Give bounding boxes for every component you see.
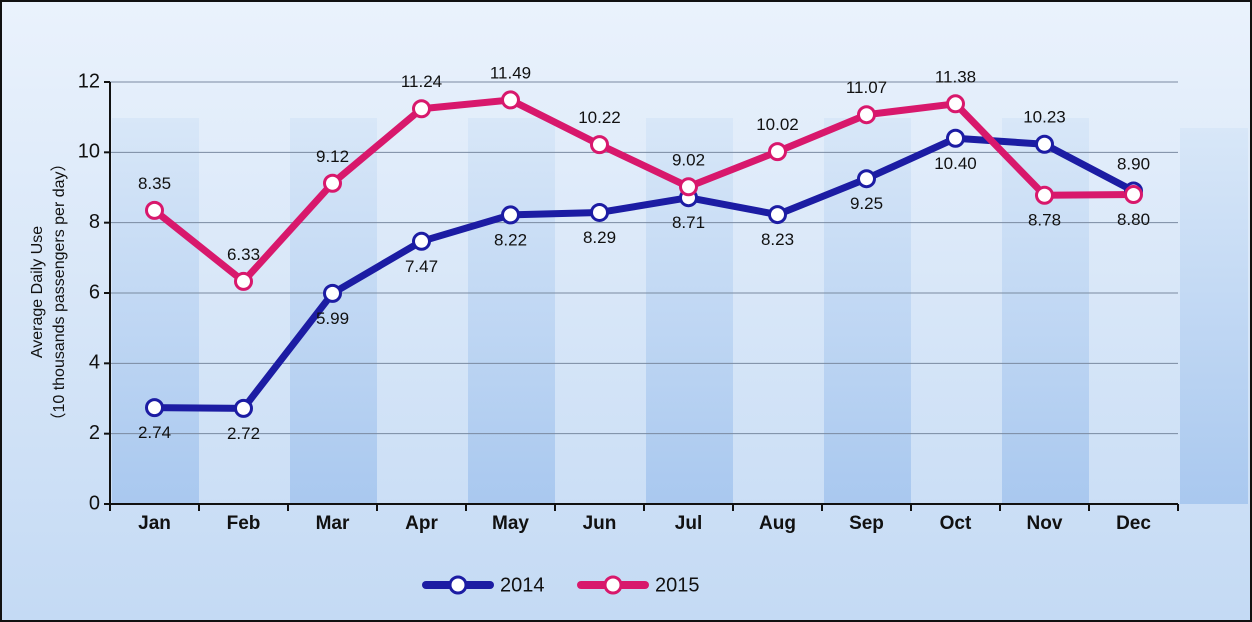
point bbox=[1035, 185, 1054, 205]
point bbox=[145, 200, 164, 220]
data-label: 8.90 bbox=[1117, 155, 1150, 174]
data-label: 10.02 bbox=[756, 115, 799, 134]
point bbox=[412, 231, 431, 251]
point bbox=[323, 283, 342, 303]
legend-label: 2014 bbox=[500, 574, 545, 596]
legend-marker bbox=[603, 575, 623, 595]
point bbox=[768, 142, 787, 162]
point bbox=[501, 205, 520, 225]
data-label: 11.07 bbox=[846, 78, 887, 97]
x-tick-label: Feb bbox=[227, 513, 261, 534]
x-tick-label: Aug bbox=[759, 513, 796, 534]
point bbox=[1035, 134, 1054, 154]
point bbox=[590, 202, 609, 222]
point bbox=[857, 169, 876, 189]
x-tick-label: Dec bbox=[1116, 513, 1151, 534]
data-label: 8.23 bbox=[761, 230, 794, 249]
point bbox=[857, 105, 876, 125]
x-tick-label: Jun bbox=[583, 513, 617, 534]
x-tick-label: Sep bbox=[849, 513, 884, 534]
point bbox=[1124, 185, 1143, 205]
point bbox=[234, 271, 253, 291]
point bbox=[946, 128, 965, 148]
data-label: 2.74 bbox=[138, 423, 171, 442]
data-label: 8.22 bbox=[494, 230, 527, 249]
data-label: 9.25 bbox=[850, 194, 883, 213]
data-label: 8.35 bbox=[138, 174, 171, 193]
legend-marker bbox=[448, 575, 468, 595]
x-tick-label: Mar bbox=[316, 513, 350, 534]
data-label: 10.40 bbox=[934, 154, 977, 173]
y-tick-label: 0 bbox=[89, 492, 100, 514]
data-label: 9.12 bbox=[316, 147, 349, 166]
x-tick-label: Oct bbox=[940, 513, 972, 534]
data-label: 11.38 bbox=[935, 67, 976, 86]
band bbox=[1180, 128, 1248, 504]
data-label: 11.24 bbox=[401, 72, 442, 91]
data-label: 8.29 bbox=[583, 228, 616, 247]
data-label: 6.33 bbox=[227, 245, 260, 264]
legend-label: 2015 bbox=[655, 574, 700, 596]
point bbox=[679, 177, 698, 197]
y-tick-label: 8 bbox=[89, 211, 100, 233]
y-axis-label: Average Daily Use bbox=[29, 226, 46, 358]
y-tick-label: 4 bbox=[89, 352, 100, 374]
x-tick-label: Jul bbox=[675, 513, 702, 534]
data-label: 10.22 bbox=[578, 108, 621, 127]
y-tick-label: 6 bbox=[89, 281, 100, 303]
y-axis-label: （10 thousands passengers per day） bbox=[50, 155, 68, 428]
data-label: 5.99 bbox=[316, 309, 349, 328]
series-line bbox=[152, 96, 1134, 285]
y-tick-label: 12 bbox=[78, 70, 100, 92]
data-label: 7.47 bbox=[405, 257, 438, 276]
point bbox=[946, 94, 965, 114]
data-label: 8.71 bbox=[672, 213, 705, 232]
point bbox=[234, 398, 253, 418]
band bbox=[112, 118, 199, 504]
y-tick-label: 10 bbox=[78, 141, 100, 163]
point bbox=[323, 173, 342, 193]
x-tick-label: Jan bbox=[138, 513, 171, 534]
data-label: 10.23 bbox=[1023, 108, 1066, 127]
point bbox=[768, 205, 787, 225]
y-tick-label: 2 bbox=[89, 422, 100, 444]
data-label: 8.80 bbox=[1117, 210, 1150, 229]
data-label: 11.49 bbox=[490, 63, 531, 82]
series-line bbox=[154, 134, 1136, 412]
data-label: 2.72 bbox=[227, 424, 260, 443]
x-tick-label: Nov bbox=[1027, 513, 1063, 534]
point bbox=[590, 135, 609, 155]
point bbox=[145, 398, 164, 418]
point bbox=[501, 90, 520, 110]
point bbox=[412, 99, 431, 119]
band bbox=[1002, 118, 1089, 504]
band bbox=[468, 118, 555, 504]
x-tick-label: Apr bbox=[405, 513, 438, 534]
data-label: 9.02 bbox=[672, 150, 705, 169]
x-tick-label: May bbox=[492, 513, 529, 534]
data-label: 8.78 bbox=[1028, 211, 1061, 230]
